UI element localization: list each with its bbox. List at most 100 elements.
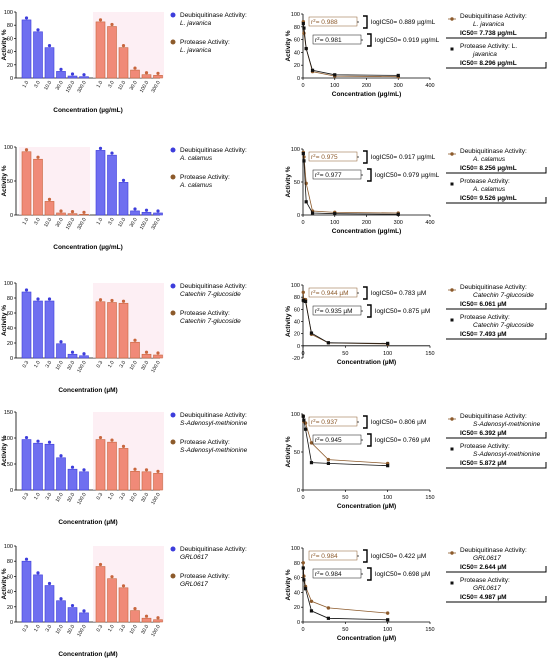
ic50-box xyxy=(446,432,547,439)
legend-marker xyxy=(450,551,454,555)
r-squared-box xyxy=(312,305,362,316)
legend-label: A. calamus xyxy=(179,155,213,162)
legend-label: GRL0617 xyxy=(473,585,501,592)
bar xyxy=(153,354,163,359)
data-point xyxy=(326,606,331,610)
legend-marker xyxy=(170,573,176,579)
bar xyxy=(79,76,89,79)
legend-marker xyxy=(450,182,454,186)
y-axis-title: Activity % xyxy=(285,569,292,600)
data-point xyxy=(110,575,114,579)
x-tick-label: 30.0 xyxy=(55,217,65,229)
ic50-value: IC50= 2.644 µM xyxy=(460,564,507,571)
fit-curve xyxy=(302,152,399,214)
data-point xyxy=(302,299,306,303)
bar xyxy=(67,75,78,79)
bar xyxy=(44,300,55,359)
data-point xyxy=(70,603,75,608)
y-tick-label: 20 xyxy=(7,341,13,347)
bar xyxy=(95,21,106,79)
data-point xyxy=(70,350,75,354)
r-squared: r2= 0.975 xyxy=(311,153,338,161)
bracket xyxy=(367,433,372,447)
x-tick-label: 0.3 xyxy=(96,492,105,501)
data-point xyxy=(303,299,308,304)
x-tick-label: 0.3 xyxy=(22,624,31,633)
legend-label: GRL0617 xyxy=(473,555,501,562)
data-point xyxy=(47,440,52,444)
curve-legend: Deubiquitinase Activity:L. javanica IC50=… xyxy=(446,13,547,69)
x-tick-label: 100 xyxy=(383,495,392,501)
legend-label: Deubiquitinase Activity: xyxy=(180,546,247,553)
ic50-value: IC50= 7.738 µg/mL xyxy=(460,30,517,37)
fit-curve xyxy=(302,153,399,215)
bracket xyxy=(367,304,372,318)
r-squared-sup: 2 xyxy=(317,36,320,41)
x-tick-label: 30.0 xyxy=(140,624,150,636)
r-squared-label: r xyxy=(315,37,318,44)
r-squared-value: = 0.937 xyxy=(316,419,338,426)
data-point xyxy=(156,209,160,213)
r-squared-label: r xyxy=(311,154,314,161)
x-tick-label: 1.0 xyxy=(96,80,105,89)
r-squared: r2= 0.977 xyxy=(315,171,342,179)
x-axis-title: Concentration (µg/mL) xyxy=(332,228,401,235)
data-point xyxy=(301,566,305,570)
y-tick-label: 50 xyxy=(7,462,13,468)
bar xyxy=(56,71,66,79)
bar xyxy=(33,574,43,623)
x-tick-label: 0 xyxy=(301,495,304,501)
r-squared-sup: 2 xyxy=(313,18,316,23)
data-point xyxy=(302,26,306,30)
data-point xyxy=(82,468,86,472)
r-squared: r2= 0.981 xyxy=(315,36,342,44)
ic50-value: IC50= 6.061 µM xyxy=(460,301,507,308)
data-point xyxy=(301,290,305,294)
bar xyxy=(141,617,152,623)
bar xyxy=(107,154,117,216)
x-tick-label: 100.0 xyxy=(150,624,162,638)
x-tick-label: 150 xyxy=(425,351,434,357)
data-point xyxy=(121,584,126,588)
log-ic50-label: logIC50= 0.783 µM xyxy=(371,290,426,297)
data-point xyxy=(59,67,63,71)
data-point xyxy=(98,562,103,567)
y-tick-label: -20 xyxy=(292,356,300,362)
data-point xyxy=(98,298,103,302)
bar xyxy=(56,457,66,491)
data-point xyxy=(326,457,331,462)
x-tick-label: 30.0 xyxy=(66,360,76,372)
log-ic50-label: logIC50= 0.875 µM xyxy=(375,308,430,315)
data-point xyxy=(326,616,330,620)
data-point xyxy=(110,298,114,303)
data-point xyxy=(36,571,40,575)
x-tick-label: 3.0 xyxy=(45,360,54,369)
y-tick-label: 60 xyxy=(294,307,300,313)
y-tick-label: 100 xyxy=(291,412,300,418)
y-tick-label: 20 xyxy=(7,63,13,69)
x-tick-label: 30.0 xyxy=(129,217,139,229)
x-tick-label: 1.0 xyxy=(22,80,31,89)
data-point xyxy=(98,18,103,22)
x-tick-label: 3.0 xyxy=(33,217,42,226)
x-tick-label: 100.0 xyxy=(139,217,151,231)
x-axis-title: Concentration (µg/mL) xyxy=(53,107,122,114)
data-point xyxy=(36,439,40,443)
bar-legend: Deubiquitinase Activity:Catechin 7-gluco… xyxy=(170,283,247,325)
legend-label: Deubiquitinase Activity: xyxy=(180,283,247,290)
bar xyxy=(130,470,140,491)
legend-marker xyxy=(450,581,454,585)
ic50-value: IC50= 7.493 µM xyxy=(460,331,507,338)
y-axis-title: Activity % xyxy=(1,568,8,599)
line-chart-1: 0 20 40 60 80 100 0 100 200 300 400 Activity % Conce… xyxy=(285,12,547,98)
x-tick-label: 1.0 xyxy=(107,624,116,633)
y-tick-label: 20 xyxy=(294,332,300,338)
bar xyxy=(141,353,152,359)
x-tick-label: 30.0 xyxy=(66,624,76,636)
bar xyxy=(67,607,78,623)
data-point xyxy=(156,351,160,355)
legend-label: L. javanica xyxy=(180,47,211,54)
legend-label: Deubiquitinase Activity: xyxy=(460,13,527,20)
bar xyxy=(130,69,140,79)
